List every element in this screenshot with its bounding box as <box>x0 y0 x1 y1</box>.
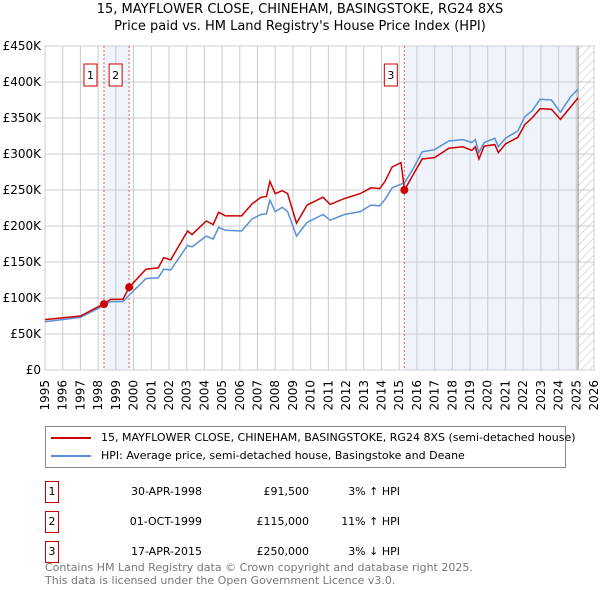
property-line <box>44 97 579 321</box>
transaction-hpi: 3% ↑ HPI <box>348 485 400 498</box>
y-tick-label: £150K <box>3 255 43 269</box>
x-tick-label: 2013 <box>357 380 371 411</box>
x-tick-label: 2014 <box>374 380 388 411</box>
x-tick-label: 2002 <box>162 380 176 411</box>
x-tick-label: 2008 <box>268 380 282 411</box>
sale-label-box <box>108 63 123 87</box>
y-tick-label: £100K <box>3 291 43 305</box>
sale-label-box <box>83 63 98 87</box>
x-tick-label: 2017 <box>428 380 442 411</box>
x-tick-label: 2012 <box>339 380 353 411</box>
footer-copyright: Contains HM Land Registry data © Crown c… <box>45 561 473 574</box>
legend-label-property: 15, MAYFLOWER CLOSE, CHINEHAM, BASINGSTO… <box>101 431 576 444</box>
x-tick-label: 2004 <box>197 380 211 411</box>
sale-point <box>125 283 134 292</box>
transaction-row: 1 30-APR-1998 £91,500 3% ↑ HPI <box>45 481 445 503</box>
sale-label: 3 <box>387 69 394 82</box>
y-tick-label: £400K <box>3 75 43 89</box>
sale-label-box <box>383 63 398 87</box>
transaction-date: 30-APR-1998 <box>130 485 202 498</box>
sale-label: 2 <box>112 69 119 82</box>
transaction-date: 01-OCT-1999 <box>129 515 202 528</box>
shaded-range <box>103 46 130 370</box>
plot-border <box>44 45 595 371</box>
x-tick-label: 2003 <box>180 380 194 411</box>
chart-subtitle: Price paid vs. HM Land Registry's House … <box>114 19 486 34</box>
sale-point <box>99 300 108 309</box>
legend: 15, MAYFLOWER CLOSE, CHINEHAM, BASINGSTO… <box>45 426 576 468</box>
x-tick-label: 2016 <box>410 380 424 411</box>
x-tick-label: 2015 <box>392 380 406 411</box>
transaction-row: 3 17-APR-2015 £250,000 3% ↓ HPI <box>45 541 445 563</box>
y-tick-label: £50K <box>10 327 42 341</box>
x-tick-label: 1995 <box>38 380 52 411</box>
x-tick-label: 2009 <box>286 380 300 411</box>
x-tick-label: 2020 <box>481 380 495 411</box>
transaction-hpi: 3% ↓ HPI <box>348 545 400 558</box>
transaction-date: 17-APR-2015 <box>130 545 202 558</box>
legend-line-red <box>51 436 91 439</box>
x-tick-label: 1996 <box>56 380 70 411</box>
x-tick-label: 2019 <box>463 380 477 411</box>
transaction-badge: 3 <box>45 541 59 563</box>
hpi-line <box>44 88 579 323</box>
shaded-range <box>404 46 579 370</box>
chart-title: 15, MAYFLOWER CLOSE, CHINEHAM, BASINGSTO… <box>96 2 504 17</box>
transaction-badge: 2 <box>45 511 59 533</box>
x-tick-label: 2005 <box>215 380 229 411</box>
sale-label: 1 <box>87 69 94 82</box>
x-tick-label: 2010 <box>304 380 318 411</box>
sale-point <box>400 186 409 194</box>
x-tick-label: 2024 <box>552 380 566 411</box>
transaction-badge: 1 <box>45 481 59 503</box>
forecast-hatch <box>578 46 594 370</box>
x-tick-label: 1997 <box>73 380 87 411</box>
transaction-price: £91,500 <box>263 485 310 498</box>
x-tick-label: 2001 <box>144 380 158 411</box>
y-tick-label: £250K <box>3 183 43 197</box>
legend-item-property: 15, MAYFLOWER CLOSE, CHINEHAM, BASINGSTO… <box>51 431 576 444</box>
x-tick-label: 2007 <box>251 380 265 411</box>
y-tick-label: £300K <box>3 147 43 161</box>
price-chart: £0 £50K £100K £150K £200K £250K £300K £350K £400… <box>3 39 600 411</box>
y-tick-label: £350K <box>3 111 43 125</box>
y-tick-label: £200K <box>3 219 43 233</box>
x-tick-label: 1998 <box>91 380 105 411</box>
x-tick-label: 2018 <box>445 380 459 411</box>
x-tick-label: 2000 <box>127 380 141 411</box>
y-tick-label: £0 <box>26 363 41 377</box>
legend-item-hpi: HPI: Average price, semi-detached house,… <box>51 449 465 462</box>
x-tick-label: 2021 <box>498 380 512 411</box>
legend-label-hpi: HPI: Average price, semi-detached house,… <box>101 449 465 462</box>
footer-licence: This data is licensed under the Open Gov… <box>45 574 396 587</box>
transaction-price: £250,000 <box>256 545 310 558</box>
x-tick-label: 2023 <box>534 380 548 411</box>
legend-line-blue <box>51 454 91 457</box>
transaction-price: £115,000 <box>256 515 310 528</box>
x-tick-label: 1999 <box>109 380 123 411</box>
transaction-hpi: 11% ↑ HPI <box>341 515 400 528</box>
x-tick-label: 2022 <box>516 380 530 411</box>
x-tick-label: 2006 <box>233 380 247 411</box>
x-tick-label: 2026 <box>587 380 600 411</box>
y-tick-label: £450K <box>3 39 43 53</box>
transaction-row: 2 01-OCT-1999 £115,000 11% ↑ HPI <box>45 511 445 533</box>
x-tick-label: 2025 <box>569 380 583 411</box>
x-tick-label: 2011 <box>321 380 335 411</box>
